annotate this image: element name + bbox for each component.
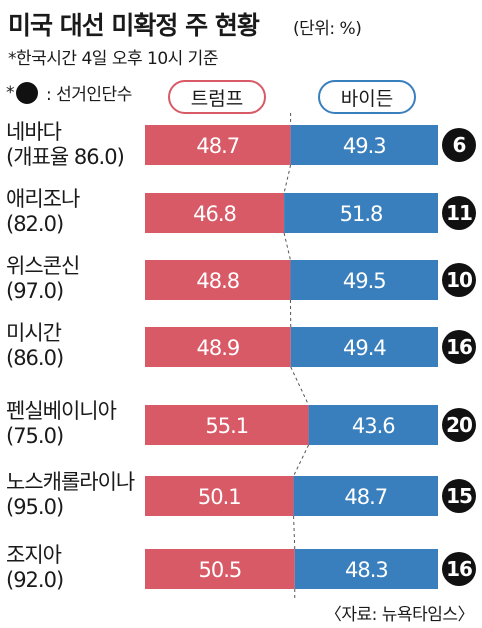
elector-circle [442,128,476,162]
unit-label: (단위: %) [293,19,362,39]
value-label-biden: 43.6 [352,414,395,438]
state-count-rate: (개표율 86.0) [6,145,125,169]
split-connector [283,232,291,261]
state-name: 노스캐롤라이나 [6,470,135,494]
state-label-wisconsin: 위스콘신 (97.0) [6,254,80,304]
split-connector [283,164,292,194]
value-label-trump: 48.9 [196,336,239,360]
value-label-biden: 51.8 [340,202,383,226]
bar-trump [145,327,291,367]
state-label-michigan: 미시간 (86.0) [6,321,64,371]
source-label: 〈자료: 뉴욕타임스〉 [324,605,475,625]
state-count-rate: (86.0) [6,346,64,370]
chart-title: 미국 대선 미확정 주 현황 [8,11,260,40]
elector-count: 10 [446,268,472,292]
bar-trump [145,260,291,300]
elector-count: 6 [453,133,466,157]
bar-biden [293,476,438,516]
split-connector [290,366,310,406]
elector-count: 16 [446,557,472,581]
legend-biden: 바이든 [318,80,416,114]
state-count-rate: (75.0) [6,424,64,448]
asterisk: * [6,82,15,103]
bar-trump [145,549,295,589]
value-label-biden: 49.3 [343,134,386,158]
elector-count: 16 [446,335,472,359]
bar-biden [294,549,438,589]
elector-circle [442,196,476,230]
value-label-trump: 50.1 [198,485,241,509]
bar-biden [290,260,438,300]
elector-circle [442,408,476,442]
value-label-trump: 48.7 [196,134,239,158]
elector-count: 15 [446,484,472,508]
value-label-biden: 48.3 [345,558,388,582]
split-connector [293,444,310,477]
elector-legend-note: * : 선거인단수 [6,80,132,105]
elector-legend-text: : 선거인단수 [46,85,132,105]
state-name: 미시간 [6,321,62,345]
state-count-rate: (92.0) [6,568,64,592]
elector-circle [442,263,476,297]
bar-biden [284,193,438,233]
state-label-nevada: 네바다 (개표율 86.0) [6,120,125,170]
state-name: 펜실베이니아 [6,399,117,423]
state-name: 조지아 [6,543,62,567]
value-label-trump: 55.1 [205,414,248,438]
state-label-arizona: 애리조나 (82.0) [6,187,80,237]
bar-biden [308,405,438,445]
time-note: *한국시간 4일 오후 10시 기준 [8,49,218,69]
state-count-rate: (82.0) [6,212,64,236]
bar-trump [145,476,294,516]
state-label-georgia: 조지아 (92.0) [6,543,64,593]
value-label-trump: 50.5 [198,558,241,582]
state-count-rate: (97.0) [6,279,64,303]
state-label-pennsylvania: 펜실베이니아 (75.0) [6,399,117,449]
elector-circle [442,479,476,513]
value-label-biden: 49.4 [343,336,386,360]
split-connector [293,515,296,550]
value-label-biden: 48.7 [344,485,387,509]
state-name: 위스콘신 [6,254,80,278]
value-label-trump: 48.8 [196,269,239,293]
bar-trump [145,405,309,445]
value-label-trump: 46.8 [193,202,236,226]
bar-trump [145,125,291,165]
elector-circle-icon [16,81,38,104]
legend-trump: 트럼프 [168,80,266,114]
elector-count: 20 [446,413,472,437]
bar-biden [290,327,438,367]
state-name: 애리조나 [6,187,80,211]
elector-count: 11 [446,201,472,225]
bar-biden [290,125,438,165]
elector-circle [442,552,476,586]
state-count-rate: (95.0) [6,495,64,519]
elector-circle [442,330,476,364]
bar-trump [145,193,285,233]
state-name: 네바다 [6,120,62,144]
state-label-north-carolina: 노스캐롤라이나 (95.0) [6,470,135,520]
value-label-biden: 49.5 [343,269,386,293]
